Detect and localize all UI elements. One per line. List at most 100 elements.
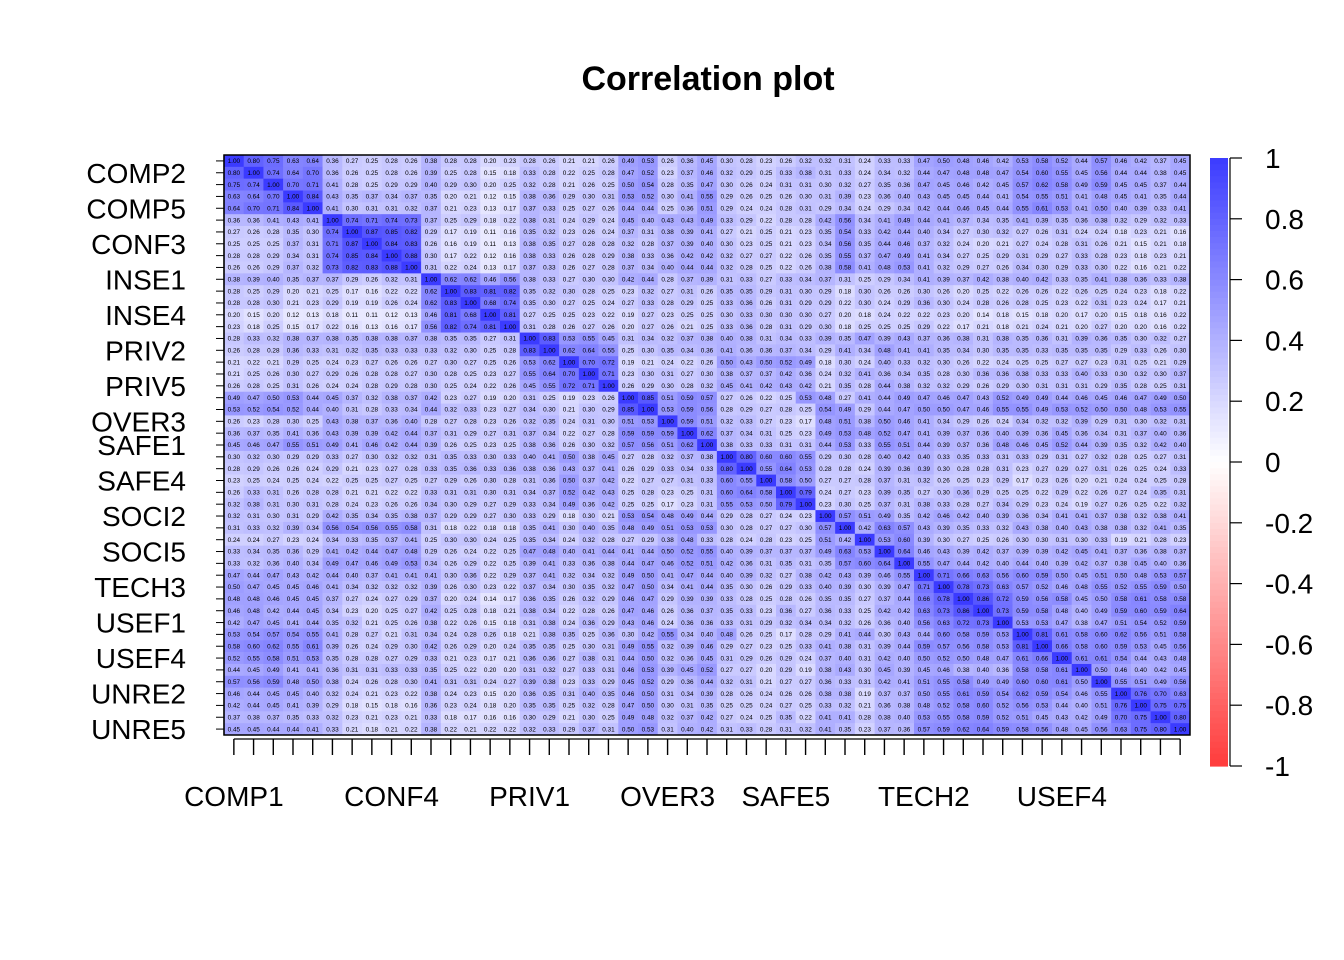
heatmap-cell-COMP3-CONF2 [342, 178, 363, 191]
cell-value-label: 0.32 [1134, 442, 1147, 449]
cell-value-label: 0.31 [346, 667, 359, 674]
cell-value-label: 0.50 [1095, 205, 1108, 212]
cell-value-label: 0.29 [740, 217, 753, 224]
cell-value-label: 0.22 [504, 584, 517, 591]
cell-value-label: 0.27 [306, 371, 319, 378]
cell-value-label: 0.72 [602, 359, 615, 366]
cell-value-label: 0.31 [661, 726, 674, 733]
colorbar-segment [1210, 553, 1228, 560]
cell-value-label: 0.34 [543, 608, 556, 615]
cell-value-label: 0.34 [996, 501, 1009, 508]
cell-value-label: 0.30 [425, 253, 438, 260]
cell-value-label: 0.34 [937, 229, 950, 236]
cell-value-label: 0.28 [385, 158, 398, 165]
cell-value-label: 0.27 [622, 454, 635, 461]
heatmap-cell-COMP3-UNRE1 [1091, 178, 1112, 191]
heatmap-cell-COMP1-INSE3 [460, 155, 481, 168]
cell-value-label: 0.24 [228, 537, 241, 544]
cell-value-label: 0.26 [760, 655, 773, 662]
cell-value-label: 0.30 [602, 419, 615, 426]
cell-value-label: 0.27 [977, 501, 990, 508]
cell-value-label: 0.57 [1095, 158, 1108, 165]
cell-value-label: 1.00 [1154, 714, 1167, 721]
cell-value-label: 0.36 [504, 466, 517, 473]
cell-value-label: 0.50 [563, 478, 576, 485]
cell-value-label: 0.41 [326, 632, 339, 639]
cell-value-label: 0.32 [1154, 336, 1167, 343]
cell-value-label: 0.29 [661, 596, 674, 603]
cell-value-label: 0.46 [1115, 667, 1128, 674]
cell-value-label: 0.27 [740, 667, 753, 674]
cell-value-label: 0.31 [1036, 383, 1049, 390]
heatmap-cell-COMP1-PRIV4 [578, 155, 599, 168]
cell-value-label: 0.60 [1016, 572, 1029, 579]
cell-value-label: 0.56 [1016, 703, 1029, 710]
cell-value-label: 0.36 [1036, 430, 1049, 437]
cell-value-label: 0.59 [681, 395, 694, 402]
heatmap-cell-COMP1-TECH5 [973, 155, 994, 168]
heatmap-cell-COMP5-SOCI5 [874, 202, 895, 215]
cell-value-label: 0.33 [326, 726, 339, 733]
cell-value-label: 0.50 [642, 584, 655, 591]
cell-value-label: 0.31 [780, 442, 793, 449]
cell-value-label: 0.38 [1016, 371, 1029, 378]
cell-value-label: 0.28 [858, 478, 871, 485]
cell-value-label: 0.84 [385, 241, 398, 248]
cell-value-label: 0.41 [858, 371, 871, 378]
cell-value-label: 0.41 [1095, 276, 1108, 283]
cell-value-label: 0.26 [996, 537, 1009, 544]
cell-value-label: 0.24 [563, 419, 576, 426]
heatmap-cell-COMP1-USEF3 [1032, 155, 1053, 168]
cell-value-label: 0.40 [582, 525, 595, 532]
cell-value-label: 0.25 [760, 714, 773, 721]
heatmap-cell-COMP3-COMP2 [243, 178, 264, 191]
cell-value-label: 0.30 [287, 371, 300, 378]
cell-value-label: 0.26 [898, 288, 911, 295]
heatmap-cell-COMP2-CONF3 [362, 166, 383, 179]
cell-value-label: 0.50 [1095, 596, 1108, 603]
cell-value-label: 0.24 [996, 359, 1009, 366]
cell-value-label: 0.30 [405, 643, 418, 650]
cell-value-label: 0.43 [661, 217, 674, 224]
cell-value-label: 0.37 [760, 371, 773, 378]
cell-value-label: 0.32 [247, 561, 260, 568]
cell-value-label: 0.28 [504, 348, 517, 355]
cell-value-label: 0.32 [661, 655, 674, 662]
cell-value-label: 0.28 [543, 170, 556, 177]
cell-value-label: 0.31 [287, 383, 300, 390]
cell-value-label: 0.55 [937, 679, 950, 686]
cell-value-label: 0.21 [858, 703, 871, 710]
cell-value-label: 0.30 [228, 454, 241, 461]
cell-value-label: 0.32 [1134, 525, 1147, 532]
cell-value-label: 0.29 [720, 194, 733, 201]
cell-value-label: 0.31 [760, 561, 773, 568]
cell-value-label: 0.39 [701, 276, 714, 283]
cell-value-label: 0.34 [937, 253, 950, 260]
cell-value-label: 0.18 [385, 703, 398, 710]
cell-value-label: 0.26 [444, 561, 457, 568]
heatmap-cell-CONF2-PRIV4 [578, 226, 599, 239]
colorbar-segment [1210, 218, 1228, 226]
heatmap-cell-COMP4-OVER3 [657, 190, 678, 203]
cell-value-label: 0.39 [1075, 419, 1088, 426]
cell-value-label: 0.44 [918, 170, 931, 177]
heatmap-cell-CONF3-INSE2 [440, 237, 461, 250]
cell-value-label: 0.44 [622, 655, 635, 662]
cell-value-label: 0.87 [346, 241, 359, 248]
cell-value-label: 0.38 [1115, 525, 1128, 532]
cell-value-label: 0.30 [701, 371, 714, 378]
cell-value-label: 0.36 [898, 466, 911, 473]
y-tick-label: UNRE5 [91, 714, 186, 745]
heatmap-cell-COMP1-TECH1 [894, 155, 915, 168]
cell-value-label: 0.27 [385, 478, 398, 485]
heatmap-cell-COMP2-COMP4 [283, 166, 304, 179]
heatmap-cell-CONF2-PRIV2 [539, 226, 560, 239]
cell-value-label: 0.31 [405, 276, 418, 283]
cell-value-label: 0.30 [582, 714, 595, 721]
cell-value-label: 0.40 [1075, 703, 1088, 710]
cell-value-label: 0.55 [543, 383, 556, 390]
cell-value-label: 0.34 [1036, 513, 1049, 520]
cell-value-label: 0.35 [267, 430, 280, 437]
cell-value-label: 0.34 [977, 217, 990, 224]
cell-value-label: 0.55 [937, 691, 950, 698]
